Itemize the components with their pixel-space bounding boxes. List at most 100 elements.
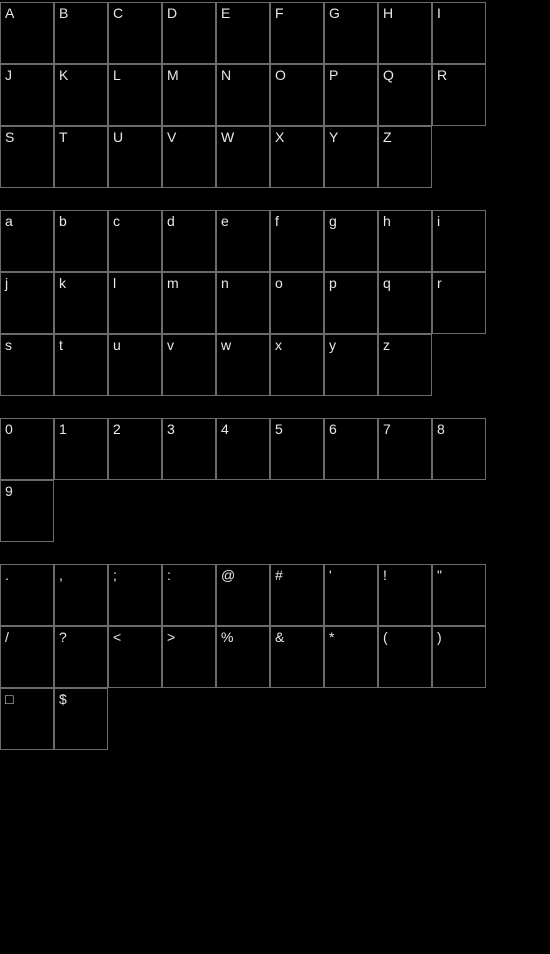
glyph-cell: q: [378, 272, 432, 334]
glyph-label: x: [275, 337, 282, 353]
glyph-cell: l: [108, 272, 162, 334]
glyph-cell: ): [432, 626, 486, 688]
glyph-cell: n: [216, 272, 270, 334]
glyph-label: S: [5, 129, 14, 145]
glyph-cell: ?: [54, 626, 108, 688]
glyph-cell: &: [270, 626, 324, 688]
glyph-cell: j: [0, 272, 54, 334]
glyph-cell: S: [0, 126, 54, 188]
glyph-cell: f: [270, 210, 324, 272]
glyph-label: 1: [59, 421, 67, 437]
glyph-label: #: [275, 567, 283, 583]
glyph-cell: D: [162, 2, 216, 64]
glyph-label: 8: [437, 421, 445, 437]
glyph-label: Y: [329, 129, 338, 145]
glyph-label: P: [329, 67, 338, 83]
glyph-cell: 6: [324, 418, 378, 480]
glyph-cell: m: [162, 272, 216, 334]
glyph-cell: Y: [324, 126, 378, 188]
block-punctuation: .,;:@#'!"/?<>%&*()□$: [0, 564, 486, 750]
glyph-cell: h: [378, 210, 432, 272]
glyph-label: W: [221, 129, 234, 145]
glyph-cell: 9: [0, 480, 54, 542]
glyph-label: T: [59, 129, 68, 145]
glyph-label: t: [59, 337, 63, 353]
glyph-cell: r: [432, 272, 486, 334]
glyph-cell: <: [108, 626, 162, 688]
glyph-label: h: [383, 213, 391, 229]
glyph-cell: o: [270, 272, 324, 334]
glyph-label: ": [437, 567, 442, 583]
glyph-cell: >: [162, 626, 216, 688]
block-digits: 0123456789: [0, 418, 486, 542]
glyph-cell: B: [54, 2, 108, 64]
glyph-cell: a: [0, 210, 54, 272]
glyph-cell: y: [324, 334, 378, 396]
glyph-cell: 7: [378, 418, 432, 480]
glyph-cell: k: [54, 272, 108, 334]
glyph-cell: N: [216, 64, 270, 126]
glyph-label: z: [383, 337, 390, 353]
glyph-cell: :: [162, 564, 216, 626]
glyph-cell: t: [54, 334, 108, 396]
glyph-cell: 8: [432, 418, 486, 480]
glyph-label: 0: [5, 421, 13, 437]
glyph-label: $: [59, 691, 67, 707]
glyph-label: b: [59, 213, 67, 229]
glyph-label: i: [437, 213, 440, 229]
glyph-label: f: [275, 213, 279, 229]
glyph-cell: 2: [108, 418, 162, 480]
glyph-cell: %: [216, 626, 270, 688]
glyph-cell: 1: [54, 418, 108, 480]
glyph-label: s: [5, 337, 12, 353]
glyph-cell: R: [432, 64, 486, 126]
glyph-cell: 5: [270, 418, 324, 480]
glyph-label: E: [221, 5, 230, 21]
character-map: ABCDEFGHIJKLMNOPQRSTUVWXYZabcdefghijklmn…: [0, 0, 550, 750]
glyph-cell: i: [432, 210, 486, 272]
glyph-label: u: [113, 337, 121, 353]
glyph-label: %: [221, 629, 233, 645]
glyph-cell: .: [0, 564, 54, 626]
glyph-label: 7: [383, 421, 391, 437]
glyph-cell: b: [54, 210, 108, 272]
glyph-label: r: [437, 275, 442, 291]
glyph-label: K: [59, 67, 68, 83]
glyph-label: I: [437, 5, 441, 21]
glyph-cell: e: [216, 210, 270, 272]
glyph-cell: X: [270, 126, 324, 188]
glyph-label: l: [113, 275, 116, 291]
glyph-label: 9: [5, 483, 13, 499]
glyph-cell: 4: [216, 418, 270, 480]
glyph-label: R: [437, 67, 447, 83]
glyph-cell: ": [432, 564, 486, 626]
glyph-cell: d: [162, 210, 216, 272]
glyph-cell: z: [378, 334, 432, 396]
glyph-label: g: [329, 213, 337, 229]
glyph-cell: V: [162, 126, 216, 188]
glyph-label: .: [5, 567, 9, 583]
glyph-label: n: [221, 275, 229, 291]
glyph-label: q: [383, 275, 391, 291]
glyph-label: d: [167, 213, 175, 229]
glyph-cell: (: [378, 626, 432, 688]
glyph-label: N: [221, 67, 231, 83]
glyph-label: v: [167, 337, 174, 353]
glyph-cell: *: [324, 626, 378, 688]
glyph-label: m: [167, 275, 179, 291]
glyph-cell: C: [108, 2, 162, 64]
glyph-label: o: [275, 275, 283, 291]
glyph-label: ;: [113, 567, 117, 583]
glyph-label: !: [383, 567, 387, 583]
glyph-label: F: [275, 5, 284, 21]
glyph-cell: /: [0, 626, 54, 688]
glyph-cell: F: [270, 2, 324, 64]
glyph-cell: W: [216, 126, 270, 188]
glyph-label: >: [167, 629, 175, 645]
glyph-label: □: [5, 691, 13, 707]
glyph-label: L: [113, 67, 121, 83]
glyph-label: 2: [113, 421, 121, 437]
glyph-label: c: [113, 213, 120, 229]
glyph-label: Z: [383, 129, 392, 145]
glyph-cell: v: [162, 334, 216, 396]
